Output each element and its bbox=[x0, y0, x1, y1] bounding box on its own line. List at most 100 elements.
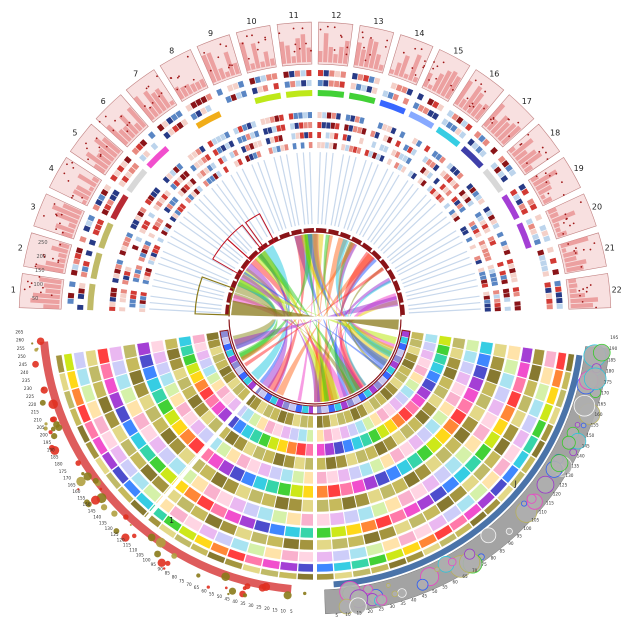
lower-heat-cell bbox=[315, 405, 322, 414]
lower-heat-cell bbox=[303, 471, 315, 484]
left-scale-label: 225 bbox=[26, 394, 34, 399]
scatter-point bbox=[333, 26, 336, 29]
lower-heat-cell bbox=[384, 382, 399, 396]
histogram-bar bbox=[561, 247, 567, 254]
left-scale-label: 100 bbox=[143, 557, 151, 562]
upper-heat-cell bbox=[70, 269, 78, 276]
lower-heat-cell bbox=[97, 396, 113, 414]
scatter-point bbox=[370, 37, 372, 39]
upper-heat-cell bbox=[340, 71, 347, 78]
upper-heat-cell bbox=[143, 275, 150, 281]
upper-heat-cell bbox=[131, 147, 140, 156]
upper-heat-cell bbox=[512, 193, 521, 201]
upper-heat-cell bbox=[100, 188, 109, 197]
upper-heat-cell bbox=[386, 158, 393, 166]
scatter-point bbox=[566, 217, 568, 220]
lower-heat-cell bbox=[359, 432, 373, 448]
dot-marker bbox=[224, 586, 228, 590]
scatter-point bbox=[112, 129, 115, 132]
upper-heat-cell bbox=[458, 206, 466, 213]
upper-heat-cell bbox=[139, 295, 147, 301]
lower-heatmap-rings bbox=[40, 329, 583, 593]
upper-heat-cell bbox=[483, 206, 491, 213]
histogram-bar bbox=[520, 151, 543, 170]
lower-heat-cell bbox=[332, 537, 349, 550]
upper-heat-cell bbox=[339, 81, 345, 88]
lower-heat-cell bbox=[422, 474, 440, 493]
gene-label-guide bbox=[183, 216, 241, 262]
upper-heat-cell bbox=[295, 80, 301, 87]
upper-heat-cell bbox=[435, 193, 443, 201]
lower-heat-cell bbox=[73, 351, 87, 370]
ideogram-band bbox=[316, 228, 327, 233]
lower-heat-cell bbox=[389, 376, 404, 390]
scatter-point bbox=[562, 194, 565, 196]
histogram-bar bbox=[179, 86, 189, 98]
lower-heat-cell bbox=[523, 379, 538, 398]
upper-heat-cell bbox=[541, 229, 549, 237]
upper-heat-cell bbox=[513, 291, 520, 297]
upper-heat-cell bbox=[505, 164, 513, 173]
dot-marker bbox=[36, 337, 45, 346]
left-scale-label: 95 bbox=[151, 562, 157, 567]
lower-heat-cell bbox=[305, 443, 315, 456]
gene-label-guide bbox=[406, 278, 477, 297]
upper-heat-cell bbox=[103, 184, 112, 192]
upper-heat-cell bbox=[106, 198, 115, 207]
scatter-point bbox=[38, 276, 41, 278]
scatter-point bbox=[59, 222, 61, 225]
bubble-marker bbox=[416, 578, 429, 591]
upper-heat-cell bbox=[476, 215, 485, 223]
upper-heat-cell bbox=[246, 122, 253, 130]
upper-heat-cell bbox=[177, 189, 185, 197]
upper-heat-cell bbox=[488, 268, 496, 274]
upper-heat-cell bbox=[260, 118, 266, 126]
lower-heat-cell bbox=[401, 358, 416, 370]
lower-heat-cell bbox=[249, 396, 262, 411]
lower-heat-cell bbox=[483, 450, 502, 469]
upper-heat-cell bbox=[220, 97, 227, 106]
lower-heat-cell bbox=[97, 348, 110, 365]
right-scale-label: 65 bbox=[462, 574, 468, 579]
lower-heat-cell bbox=[343, 509, 360, 524]
lower-heat-cell bbox=[242, 563, 261, 574]
left-scale-label: 250 bbox=[18, 354, 26, 359]
lower-heat-cell bbox=[218, 459, 235, 476]
upper-heat-cell bbox=[71, 263, 79, 271]
ring-tick-label: 100 bbox=[34, 282, 44, 288]
scatter-point bbox=[227, 66, 230, 69]
scatter-point bbox=[245, 35, 248, 38]
lower-heat-cell bbox=[253, 519, 271, 533]
lower-heat-cell bbox=[388, 397, 403, 412]
upper-heat-cell bbox=[300, 142, 305, 149]
upper-heat-cell bbox=[169, 169, 177, 177]
dot-marker bbox=[155, 537, 166, 548]
scatter-point bbox=[578, 289, 581, 292]
lower-heat-cell bbox=[233, 436, 248, 452]
lower-heat-cell bbox=[112, 466, 129, 484]
upper-heat-cell bbox=[81, 230, 89, 238]
upper-heat-cell bbox=[490, 218, 498, 226]
upper-heat-cell bbox=[288, 113, 294, 120]
upper-heat-cell bbox=[552, 268, 560, 276]
histogram-bar bbox=[291, 56, 297, 64]
gene-label-guide bbox=[358, 171, 395, 236]
histogram-bar bbox=[328, 46, 334, 63]
lower-heat-cell bbox=[464, 455, 482, 473]
gene-label-guide bbox=[350, 164, 379, 232]
scatter-point bbox=[147, 85, 150, 88]
upper-heat-cell bbox=[114, 268, 121, 274]
left-scale-label: 150 bbox=[82, 502, 90, 507]
lower-heat-cell bbox=[210, 471, 228, 489]
lower-heat-cell bbox=[371, 501, 388, 518]
histogram-bar bbox=[98, 147, 115, 162]
upper-heat-cell bbox=[207, 140, 214, 148]
lower-heat-cell bbox=[385, 465, 402, 482]
upper-heat-cell bbox=[95, 198, 103, 207]
left-scale-label: 155 bbox=[77, 496, 85, 501]
upper-heat-cell bbox=[252, 152, 258, 160]
upper-heat-cell bbox=[382, 134, 389, 142]
gene-label-guide bbox=[251, 164, 280, 232]
upper-heat-cell bbox=[216, 146, 223, 154]
